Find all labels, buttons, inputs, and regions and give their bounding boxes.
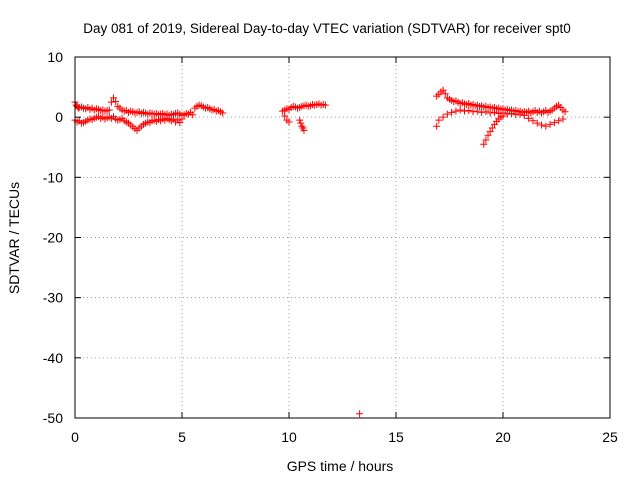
data-point [219,109,227,117]
x-tick-label: 20 [495,429,511,445]
data-point [503,110,511,118]
data-point [435,116,443,124]
data-point [499,112,507,120]
data-point [469,108,477,116]
data-point [520,111,528,119]
data-point [356,410,364,418]
y-tick-label: 0 [55,109,63,125]
x-tick-label: 5 [178,429,186,445]
data-point [533,119,541,127]
data-point [107,98,115,106]
data-point [176,119,184,127]
data-point [559,115,567,123]
data-point [281,112,289,120]
data-point [561,108,569,116]
data-point [452,107,460,115]
x-tick-label: 15 [388,429,404,445]
data-point [542,122,550,130]
data-point [480,140,488,148]
data-point [546,120,554,128]
data-point [482,108,490,116]
data-point [297,119,305,127]
data-point [448,108,456,116]
data-point [456,106,464,114]
data-point [110,94,118,102]
data-point [460,107,468,115]
y-tick-label: -50 [43,410,63,426]
data-point [285,118,293,126]
data-point [529,117,537,125]
axis-ticks: 0 5 10 15 20 25 10 0 -10 -20 -30 -40 -50 [43,49,618,445]
data-point [298,122,306,130]
data-point [512,111,520,119]
data-point [105,106,113,114]
data-point [525,114,533,122]
data-point [439,113,447,121]
y-tick-label: -10 [43,169,63,185]
x-axis-label: GPS time / hours [287,458,394,474]
data-points [71,86,569,418]
data-point [484,131,492,139]
data-point [488,124,496,132]
data-point [490,108,498,116]
data-point [433,122,441,130]
y-tick-label: 10 [47,49,63,65]
chart-title: Day 081 of 2019, Sidereal Day-to-day VTE… [83,21,570,36]
data-point [465,107,473,115]
y-tick-label: -40 [43,350,63,366]
x-tick-label: 0 [71,429,79,445]
x-tick-label: 25 [602,429,618,445]
data-point [473,107,481,115]
data-point [296,116,304,124]
data-point [508,110,516,118]
data-point [441,90,449,98]
data-point [321,101,329,109]
data-point [486,128,494,136]
data-point [538,121,546,129]
data-point [555,117,563,125]
data-point [300,126,308,134]
data-point [550,119,558,127]
data-point [478,108,486,116]
data-point [189,111,197,119]
data-point [439,86,447,94]
data-point [443,110,451,118]
data-point [112,98,120,106]
x-tick-label: 10 [281,429,297,445]
data-point [178,115,186,123]
y-tick-label: -30 [43,290,63,306]
data-point [516,110,524,118]
y-axis-label: SDTVAR / TECUs [6,182,22,294]
y-tick-label: -20 [43,230,63,246]
data-point [486,109,494,117]
data-point [482,136,490,144]
